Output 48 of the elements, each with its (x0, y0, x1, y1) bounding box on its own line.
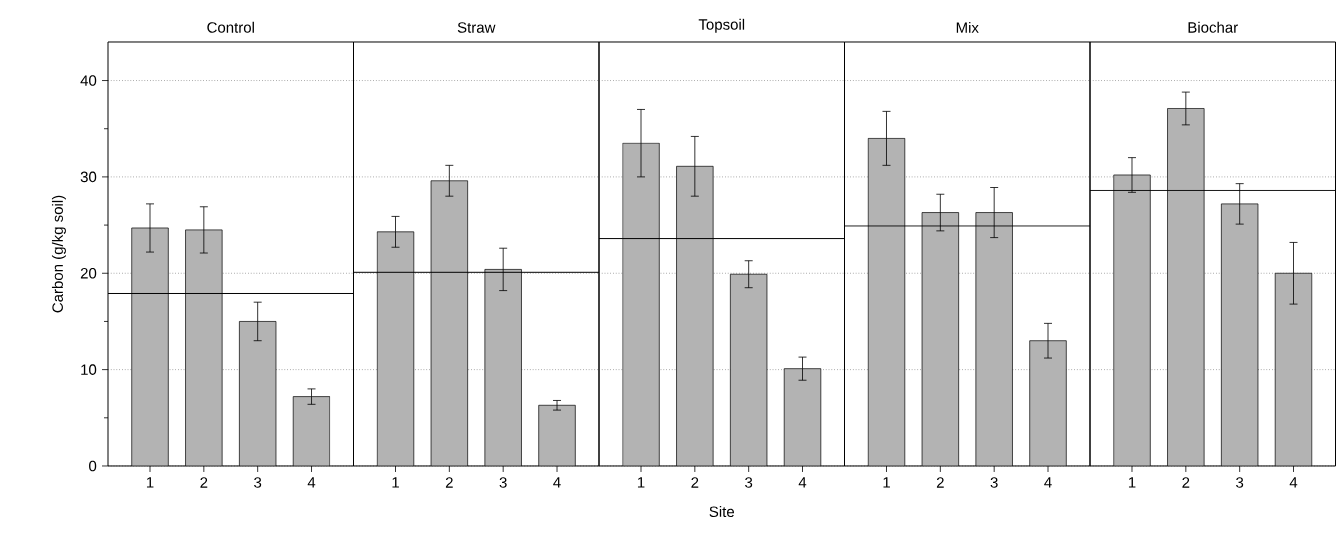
chart-title: Mix (956, 21, 979, 33)
bar (730, 274, 767, 466)
x-tick-label: 3 (254, 477, 262, 488)
x-tick-label: 4 (798, 477, 807, 488)
x-tick-label: 1 (637, 477, 645, 488)
bar (676, 166, 714, 466)
chart-title: Straw (457, 22, 496, 33)
y-tick-label: 0 (89, 460, 97, 472)
bar (292, 396, 331, 466)
bar (1113, 174, 1151, 466)
x-axis-title: Site (709, 506, 735, 518)
y-tick-label: 20 (80, 267, 97, 279)
x-tick-label: 3 (745, 477, 753, 488)
x-tick-label: 3 (1236, 477, 1244, 488)
x-tick-label: 3 (499, 477, 507, 488)
chart-title: Control (207, 21, 254, 33)
chart-title: Biochar (1188, 21, 1238, 33)
x-tick-label: 2 (200, 477, 208, 488)
x-tick-label: 1 (1128, 477, 1136, 488)
x-tick-label: 2 (445, 477, 453, 488)
bar (484, 269, 522, 466)
bar (1221, 203, 1258, 466)
y-tick-label: 10 (81, 364, 97, 375)
bar (1274, 272, 1313, 466)
x-tick-label: 1 (392, 477, 399, 488)
x-tick-label: 2 (936, 477, 944, 488)
bar (131, 227, 169, 466)
bar (377, 231, 414, 466)
y-tick-label: 40 (80, 75, 97, 86)
chart-title: Topsoil (698, 18, 745, 33)
bar (1167, 108, 1205, 466)
bar (185, 229, 223, 466)
x-tick-label: 2 (1182, 477, 1190, 488)
x-tick-label: 1 (883, 477, 890, 488)
x-tick-label: 4 (307, 477, 316, 488)
x-tick-label: 4 (1289, 477, 1298, 488)
x-tick-label: 4 (553, 477, 561, 488)
x-tick-label: 4 (1044, 477, 1052, 488)
x-tick-label: 1 (146, 477, 154, 488)
x-tick-label: 2 (691, 477, 699, 488)
x-tick-label: 3 (990, 477, 998, 488)
bar (622, 143, 660, 466)
bar (783, 368, 822, 466)
bar (431, 180, 468, 466)
y-axis-title: Carbon (g/kg soil) (51, 195, 66, 313)
bar (538, 404, 576, 466)
bar (239, 321, 276, 466)
y-tick-label: 30 (80, 171, 97, 183)
